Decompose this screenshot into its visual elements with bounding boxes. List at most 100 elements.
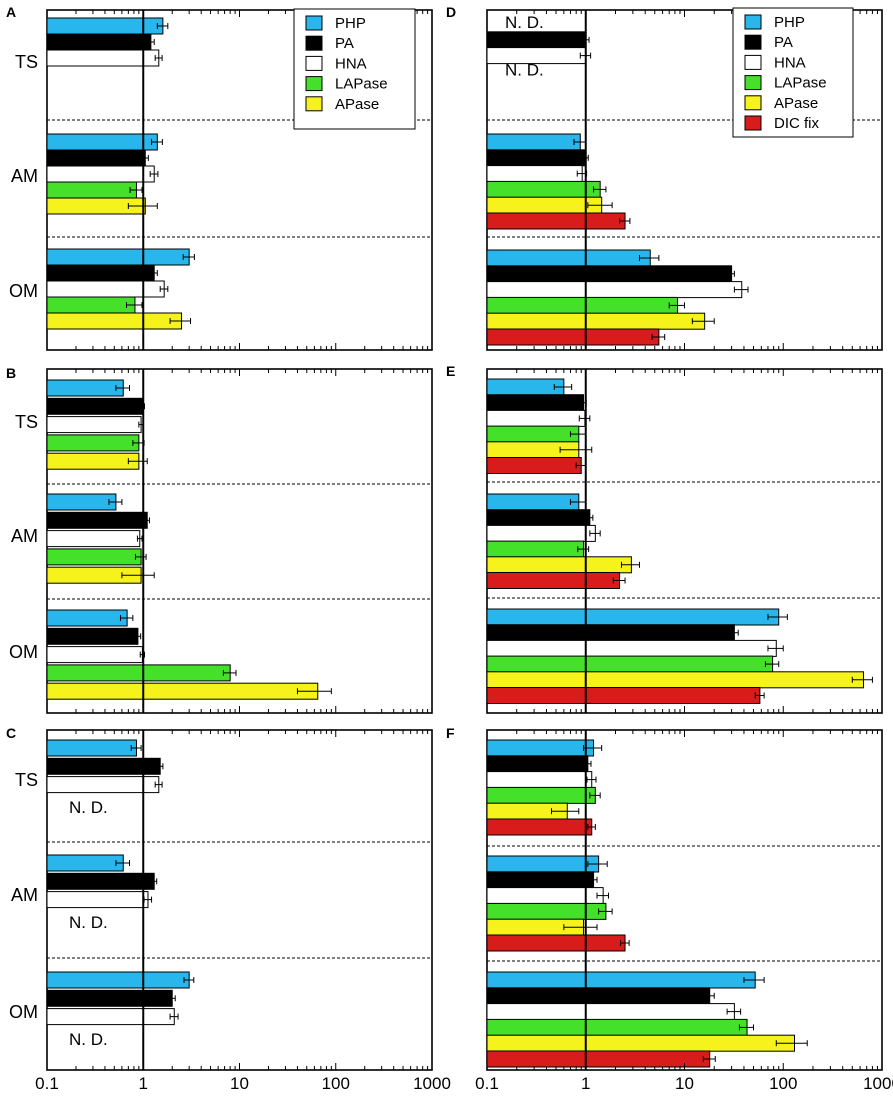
legend-label-hna: HNA xyxy=(774,54,806,71)
legend-swatch-apase xyxy=(744,95,762,111)
group-label: OM xyxy=(9,642,38,662)
x-tick-label: 0.1 xyxy=(35,1074,59,1093)
panel-letter: D xyxy=(446,4,456,20)
x-tick-label: 100 xyxy=(322,1074,350,1093)
bar-apase xyxy=(486,671,865,689)
bar-pa xyxy=(46,149,146,167)
bar-dic xyxy=(486,687,761,704)
nd-label: N. D. xyxy=(69,1030,108,1049)
bar-lapase xyxy=(486,296,679,314)
bar-dic xyxy=(486,212,626,230)
bar-pa xyxy=(486,149,587,167)
bar-hna xyxy=(486,524,596,542)
legend-swatch-hna xyxy=(305,55,323,71)
legend-label-dic: DIC fix xyxy=(774,115,820,132)
panel-letter: F xyxy=(446,725,455,741)
bar-apase xyxy=(486,1034,796,1052)
bar-pa xyxy=(46,872,155,890)
bar-apase xyxy=(486,556,632,574)
bar-pa xyxy=(46,33,152,51)
bar-php xyxy=(486,133,581,151)
bar-hna xyxy=(486,409,586,427)
legend-label-apase: APase xyxy=(335,96,379,113)
legend-swatch-php xyxy=(305,15,323,31)
group-label: OM xyxy=(9,1002,38,1022)
bar-php xyxy=(46,17,164,35)
bar-php xyxy=(46,133,158,151)
panel-d: D N. D. N. D. PHP PA HNA LAPase APase DIC fix xyxy=(446,4,883,351)
bar-lapase xyxy=(486,1018,748,1036)
x-tick-label: 1000 xyxy=(863,1074,893,1093)
x-tick-label: 10 xyxy=(675,1074,694,1093)
bar-pa xyxy=(46,397,143,415)
bar-hna xyxy=(46,1008,175,1026)
legend-label-pa: PA xyxy=(335,35,354,52)
legend-swatch-pa xyxy=(744,34,762,50)
bar-php xyxy=(486,855,600,873)
group-label: AM xyxy=(11,885,38,905)
panel-a: A TS AM OM PHP PA HNA LAPase APase xyxy=(6,4,433,351)
bar-lapase xyxy=(46,296,136,314)
bar-dic xyxy=(486,818,593,836)
bar-php xyxy=(486,971,756,989)
x-tick-label: 1000 xyxy=(413,1074,451,1093)
legend-swatch-apase xyxy=(305,96,323,112)
bar-pa xyxy=(46,627,139,645)
bar-php xyxy=(486,378,565,396)
group-label: OM xyxy=(9,281,38,301)
bar-php xyxy=(46,248,190,266)
legend: PHP PA HNA LAPase APase xyxy=(293,8,416,130)
bar-php xyxy=(46,609,128,627)
bar-hna xyxy=(486,281,743,299)
bar-apase xyxy=(486,196,603,214)
panel-letter: C xyxy=(6,725,16,741)
bar-lapase xyxy=(46,181,137,199)
bar-hna xyxy=(46,165,155,183)
x-tick-label: 0.1 xyxy=(475,1074,499,1093)
legend-swatch-lapase xyxy=(744,75,762,91)
bar-hna xyxy=(46,530,141,548)
bar-apase xyxy=(486,312,706,330)
bar-php xyxy=(46,739,137,757)
bar-php xyxy=(486,739,595,757)
legend-label-hna: HNA xyxy=(335,55,367,72)
bar-pa xyxy=(486,624,735,642)
legend-label-php: PHP xyxy=(774,14,805,31)
bar-pa xyxy=(486,871,595,889)
bar-pa xyxy=(486,987,711,1005)
group-label: TS xyxy=(15,52,38,72)
bar-lapase xyxy=(486,786,596,804)
nd-label: N. D. xyxy=(69,913,108,932)
bar-hna xyxy=(46,49,160,67)
nd-label: N. D. xyxy=(505,60,544,79)
bar-pa xyxy=(486,755,589,773)
bar-dic xyxy=(486,457,582,474)
bar-apase xyxy=(46,682,319,700)
legend-label-php: PHP xyxy=(335,15,366,32)
bar-php xyxy=(46,379,124,397)
bar-pa xyxy=(486,509,591,527)
bar-lapase xyxy=(486,902,607,920)
x-tick-label: 10 xyxy=(230,1074,249,1093)
legend-label-lapase: LAPase xyxy=(335,76,388,93)
group-label: TS xyxy=(15,770,38,790)
bar-dic xyxy=(486,934,626,952)
group-label: AM xyxy=(11,166,38,186)
bar-apase xyxy=(46,312,183,330)
bar-dic xyxy=(486,1050,711,1068)
panel-f: F 0.1 1 10 100 1000 xyxy=(446,725,893,1093)
group-label: AM xyxy=(11,526,38,546)
group-label: TS xyxy=(15,412,38,432)
legend-swatch-hna xyxy=(744,54,762,70)
bar-hna xyxy=(486,771,593,789)
panel-e: E xyxy=(446,363,883,714)
bar-apase xyxy=(46,452,140,470)
bar-php xyxy=(46,854,124,872)
legend-swatch-dic xyxy=(744,115,762,131)
x-tick-label: 100 xyxy=(769,1074,797,1093)
bar-hna xyxy=(486,639,777,657)
bar-lapase xyxy=(46,434,140,452)
bar-php xyxy=(486,493,580,511)
bar-pa xyxy=(486,265,733,283)
